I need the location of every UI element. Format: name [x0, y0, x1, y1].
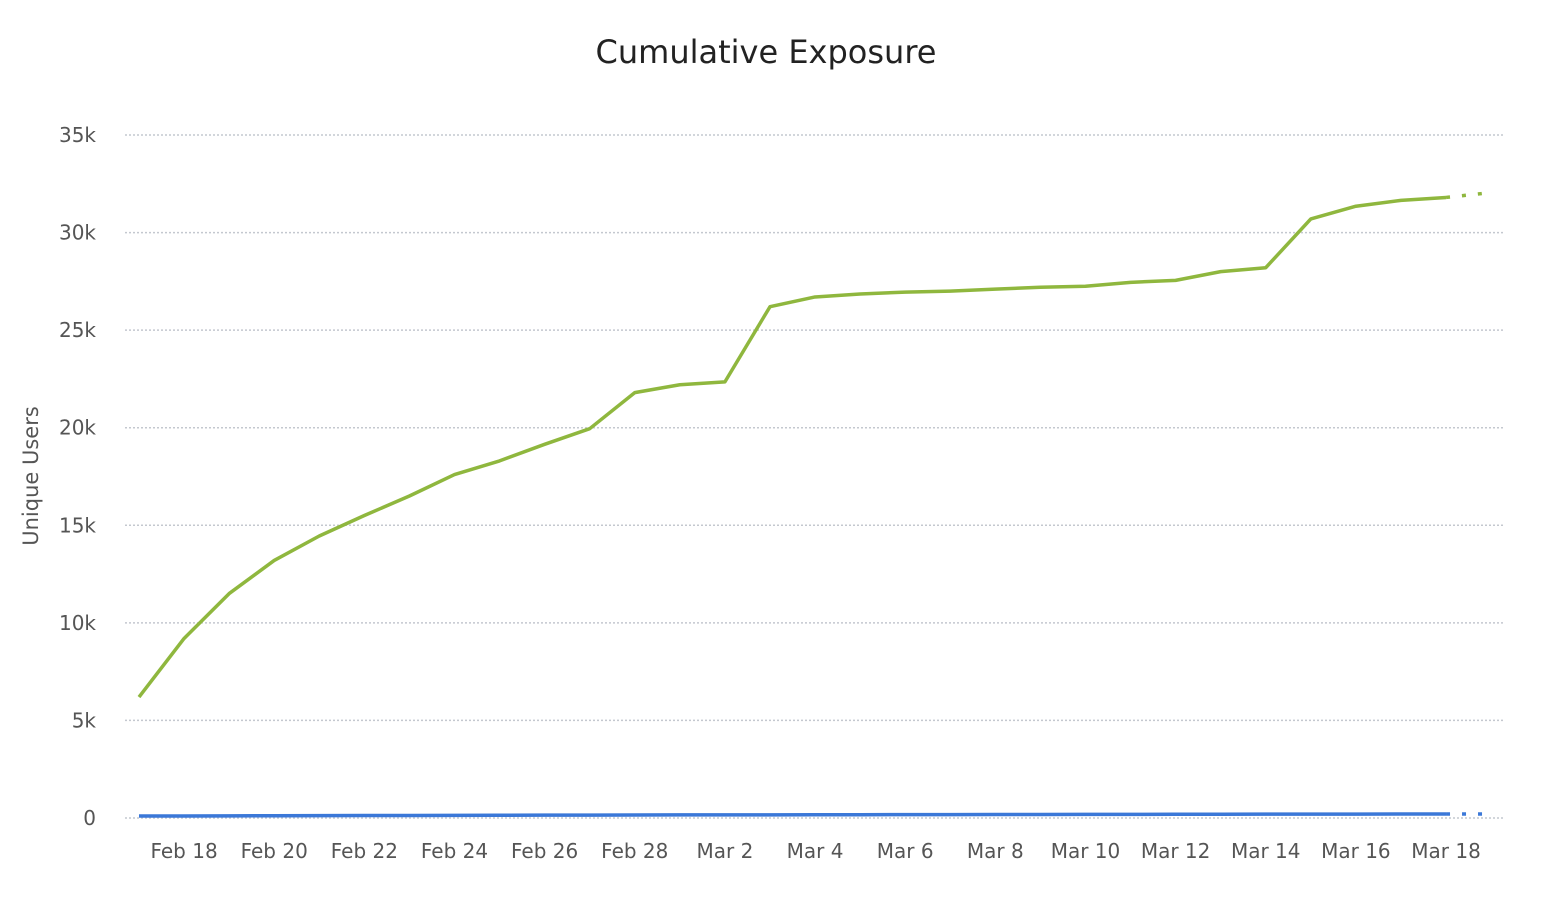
- x-tick-label: Feb 18: [150, 839, 217, 863]
- x-tick-label: Feb 24: [421, 839, 488, 863]
- y-tick-label: 0: [83, 806, 96, 830]
- x-tick-label: Mar 12: [1141, 839, 1211, 863]
- y-tick-label: 20k: [59, 416, 96, 440]
- x-tick-label: Mar 14: [1231, 839, 1301, 863]
- series-line-0: [139, 197, 1446, 697]
- x-tick-label: Mar 18: [1411, 839, 1481, 863]
- y-tick-label: 30k: [59, 221, 96, 245]
- x-tick-label: Mar 16: [1321, 839, 1391, 863]
- x-tick-label: Feb 22: [331, 839, 398, 863]
- x-tick-label: Mar 4: [787, 839, 844, 863]
- y-tick-label: 15k: [59, 513, 96, 537]
- x-tick-label: Feb 20: [241, 839, 308, 863]
- x-tick-label: Mar 8: [967, 839, 1024, 863]
- series-line-1: [139, 814, 1446, 816]
- x-tick-label: Mar 10: [1051, 839, 1121, 863]
- y-tick-label: 25k: [59, 318, 96, 342]
- y-tick-label: 5k: [72, 708, 97, 732]
- chart-title: Cumulative Exposure: [596, 33, 937, 71]
- y-tick-label: 35k: [59, 123, 96, 147]
- x-tick-label: Mar 2: [696, 839, 753, 863]
- x-tick-label: Feb 28: [601, 839, 668, 863]
- series-projection-0: [1446, 193, 1491, 198]
- x-tick-label: Mar 6: [877, 839, 934, 863]
- x-tick-label: Feb 26: [511, 839, 578, 863]
- y-axis-label: Unique Users: [19, 406, 43, 546]
- y-tick-label: 10k: [59, 611, 96, 635]
